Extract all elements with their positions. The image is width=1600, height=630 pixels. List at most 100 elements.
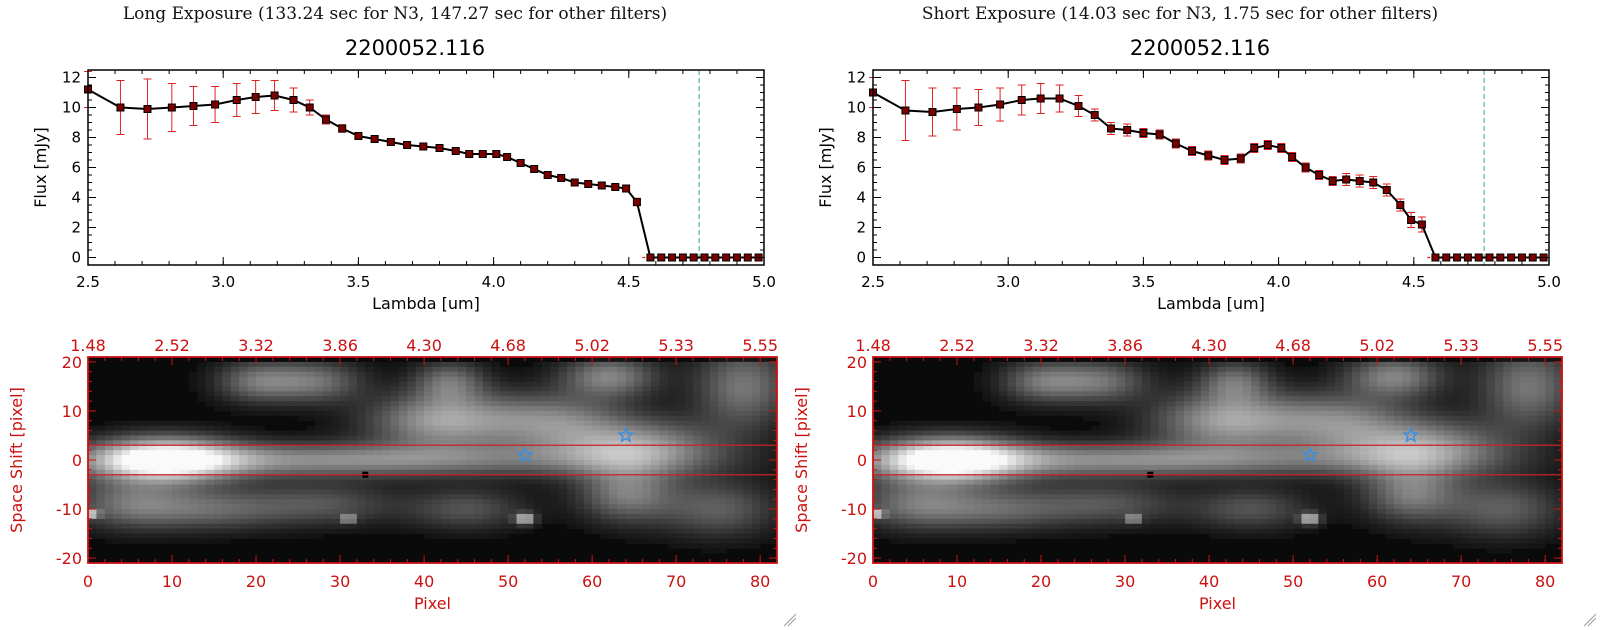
image-pixel <box>508 376 517 382</box>
image-pixel <box>1007 396 1017 402</box>
image-pixel <box>1511 450 1521 456</box>
image-pixel <box>314 361 324 368</box>
image-pixel <box>726 523 736 530</box>
image-pixel <box>1503 415 1512 422</box>
image-pixel <box>88 523 97 530</box>
image-pixel <box>1435 391 1445 397</box>
x-axis-label: Lambda [um] <box>372 294 480 313</box>
image-pixel <box>449 381 459 387</box>
image-pixel <box>474 445 484 451</box>
image-pixel <box>524 425 534 431</box>
image-pixel <box>608 376 618 382</box>
image-pixel <box>390 484 400 490</box>
image-pixel <box>1427 440 1437 446</box>
image-pixel <box>449 445 459 451</box>
image-pixel <box>718 513 727 520</box>
image-pixel <box>432 435 442 441</box>
image-pixel <box>188 504 198 510</box>
image-pixel <box>1335 435 1344 441</box>
image-pixel <box>676 381 685 387</box>
image-pixel <box>1133 396 1143 402</box>
image-pixel <box>230 489 240 495</box>
image-pixel <box>768 430 778 436</box>
image-pixel <box>214 445 223 451</box>
image-pixel <box>768 455 778 461</box>
image-pixel <box>1217 435 1227 441</box>
image-pixel <box>331 484 341 490</box>
image-pixel <box>558 450 568 456</box>
image-pixel <box>1183 376 1193 382</box>
image-pixel <box>1351 445 1361 451</box>
image-pixel <box>1091 450 1101 456</box>
image-pixel <box>314 523 324 530</box>
image-pixel <box>88 440 97 446</box>
image-pixel <box>667 474 677 481</box>
image-pixel <box>940 435 950 441</box>
image-pixel <box>1393 357 1403 363</box>
image-pixel <box>247 450 257 456</box>
image-pixel <box>575 401 585 407</box>
image-pixel <box>155 479 165 485</box>
image-pixel <box>676 376 685 382</box>
image-pixel <box>634 396 643 402</box>
image-pixel <box>600 499 610 505</box>
image-pixel <box>1225 445 1235 451</box>
image-pixel <box>424 499 433 505</box>
y-tick-label: 2 <box>71 219 81 237</box>
image-pixel <box>915 450 924 456</box>
image-pixel <box>642 425 652 431</box>
image-pixel <box>524 489 534 495</box>
image-pixel <box>558 499 568 505</box>
image-pixel <box>163 484 173 490</box>
image-pixel <box>516 381 526 387</box>
image-pixel <box>1377 430 1386 436</box>
image-pixel <box>558 376 568 382</box>
image-pixel <box>1435 430 1445 436</box>
image-pixel <box>973 455 983 461</box>
image-pixel <box>264 474 274 481</box>
image-pixel <box>1486 381 1496 387</box>
image-pixel <box>1251 435 1260 441</box>
image-pixel <box>743 430 753 436</box>
image-pixel <box>205 469 215 476</box>
image-pixel <box>608 479 618 485</box>
image-pixel <box>1192 381 1202 387</box>
image-pixel <box>130 533 139 539</box>
image-pixel <box>88 479 97 485</box>
image-pixel <box>222 391 232 397</box>
image-pixel <box>625 484 635 490</box>
image-pixel <box>415 415 425 422</box>
image-pixel <box>1276 381 1286 387</box>
image-pixel <box>180 450 190 456</box>
image-pixel <box>508 401 517 407</box>
image-pixel <box>650 410 660 417</box>
image-pixel <box>600 361 610 368</box>
image-pixel <box>323 381 333 387</box>
image-pixel <box>1511 396 1521 402</box>
image-pixel <box>440 509 450 515</box>
image-pixel <box>382 450 391 456</box>
image-pixel <box>239 440 249 446</box>
image-pixel <box>608 464 618 471</box>
image-pixel <box>474 361 484 368</box>
image-pixel <box>482 469 492 476</box>
image-pixel <box>1133 391 1143 397</box>
image-pixel <box>889 455 899 461</box>
image-pixel <box>222 376 232 382</box>
image-pixel <box>1200 391 1210 397</box>
image-pixel <box>121 450 131 456</box>
image-pixel <box>1242 435 1252 441</box>
image-pixel <box>281 401 291 407</box>
image-pixel <box>642 494 652 500</box>
image-pixel <box>1553 420 1563 427</box>
image-pixel <box>390 455 400 461</box>
image-pixel <box>256 518 265 525</box>
image-pixel <box>1259 410 1269 417</box>
image-pixel <box>88 455 97 461</box>
image-pixel <box>1133 420 1143 427</box>
image-pixel <box>768 391 778 397</box>
image-pixel <box>1150 361 1160 368</box>
data-point <box>1328 177 1337 185</box>
image-pixel <box>1503 371 1512 378</box>
image-pixel <box>1351 366 1361 373</box>
